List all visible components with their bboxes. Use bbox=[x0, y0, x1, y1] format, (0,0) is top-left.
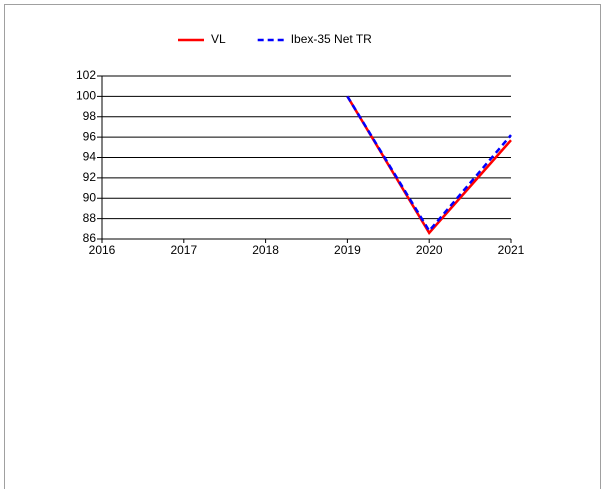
x-tick-label: 2020 bbox=[416, 243, 443, 257]
frame bbox=[4, 4, 601, 489]
y-tick-label: 86 bbox=[83, 231, 97, 245]
y-tick-label: 88 bbox=[83, 211, 97, 225]
x-tick-label: 2018 bbox=[252, 243, 279, 257]
legend-label: VL bbox=[211, 32, 226, 46]
series-line bbox=[346, 95, 512, 233]
y-tick-label: 102 bbox=[76, 68, 96, 82]
x-tick-label: 2016 bbox=[89, 243, 116, 257]
y-tick-label: 96 bbox=[83, 129, 97, 143]
y-tick-label: 90 bbox=[83, 190, 97, 204]
y-tick-label: 92 bbox=[83, 170, 97, 184]
x-tick-label: 2017 bbox=[170, 243, 197, 257]
legend-label: Ibex-35 Net TR bbox=[291, 32, 372, 46]
x-tick-label: 2019 bbox=[334, 243, 361, 257]
y-tick-label: 100 bbox=[76, 89, 96, 103]
x-tick-label: 2021 bbox=[498, 243, 525, 257]
y-tick-label: 98 bbox=[83, 109, 97, 123]
y-tick-label: 94 bbox=[83, 150, 97, 164]
